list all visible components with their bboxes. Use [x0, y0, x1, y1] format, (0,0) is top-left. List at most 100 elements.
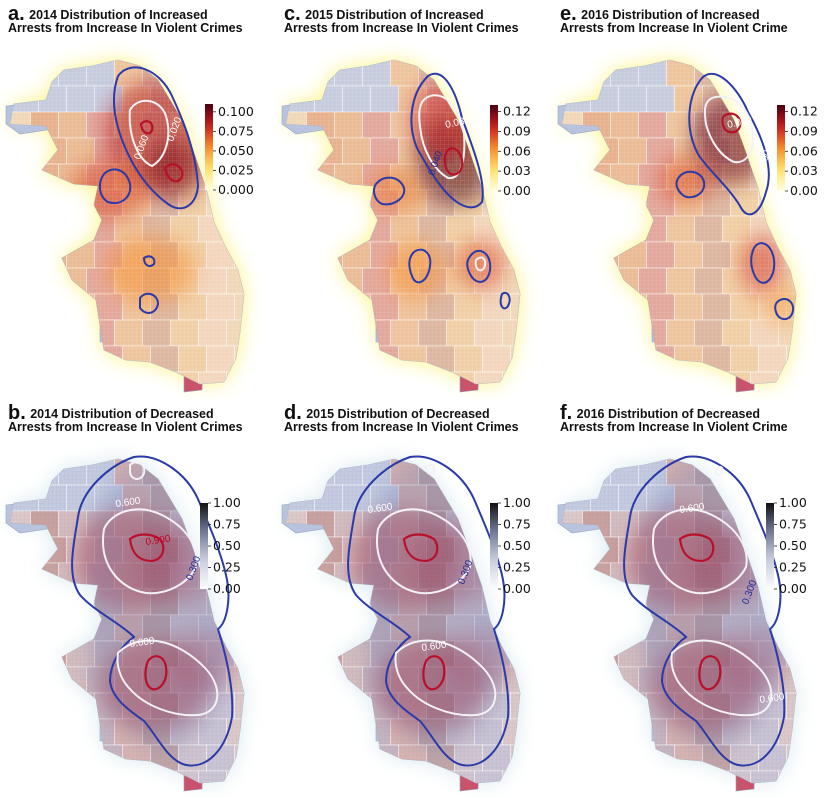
district-tile	[286, 267, 307, 295]
district-tile	[30, 718, 59, 746]
title-e: e. 2016 Distribution of Increased Arrest…	[560, 4, 788, 35]
title-c-line1: 2015 Distribution of Increased	[305, 8, 484, 22]
district-tile	[538, 86, 552, 112]
district-tile	[590, 744, 619, 772]
district-tile	[38, 640, 67, 668]
district-tile	[262, 745, 276, 771]
district-tile	[806, 459, 828, 485]
district-tile	[530, 164, 552, 190]
district-tile	[66, 189, 95, 217]
district-tile	[38, 189, 67, 217]
district-tile	[590, 241, 619, 269]
district-tile	[694, 770, 723, 783]
contour-red	[721, 112, 742, 134]
contour-blue	[98, 168, 132, 204]
district-tile	[10, 459, 31, 486]
district-tile	[538, 346, 552, 372]
colorbar-tick-label: 0.50	[779, 538, 807, 553]
colorbar	[490, 105, 498, 191]
district-tile	[530, 459, 552, 485]
district-tile	[778, 614, 796, 642]
district-tile	[618, 744, 647, 772]
district-tile	[314, 744, 343, 772]
district-tile	[786, 241, 796, 269]
district-tile	[198, 459, 227, 486]
panel-d: 0.600 0.300 0.600 1.00 0.75 0.50 0.25 0.00 d. 2…	[276, 399, 552, 798]
contour-blue	[675, 170, 706, 199]
contour-red	[698, 655, 722, 691]
panel-letter-c: c.	[284, 3, 301, 25]
district-tile	[38, 241, 67, 269]
district-tile	[234, 744, 244, 772]
district-tile	[814, 485, 828, 511]
district-tile	[538, 294, 552, 320]
district-tile	[750, 459, 779, 486]
contour-white	[128, 100, 170, 168]
district-tile	[530, 615, 552, 641]
district-tile	[786, 640, 796, 668]
colorbar	[766, 503, 774, 589]
district-tile	[562, 459, 583, 486]
district-tile	[510, 744, 520, 772]
contour-white	[116, 639, 219, 717]
district-tile	[254, 511, 276, 537]
panel-letter-f: f.	[560, 402, 573, 424]
district-tile	[226, 215, 244, 243]
panel-letter-a: a.	[8, 3, 25, 25]
district-tile	[502, 770, 520, 783]
district-tile	[226, 371, 244, 384]
contour-white	[102, 508, 198, 595]
district-tile	[58, 614, 87, 642]
district-tile	[562, 744, 591, 772]
district-tile	[262, 589, 276, 615]
district-tile	[66, 293, 95, 321]
district-tile	[170, 60, 199, 87]
title-c-line2: Arrests from Increase In Violent Crimes	[284, 21, 519, 35]
district-tile	[562, 692, 591, 720]
district-tile	[286, 718, 307, 746]
district-tile	[562, 770, 583, 783]
district-tile	[610, 770, 639, 783]
district-tile	[562, 241, 591, 269]
contour-white	[129, 461, 146, 480]
district-tile	[226, 60, 244, 87]
colorbar	[200, 503, 208, 589]
district-tile	[530, 60, 552, 86]
colorbar	[205, 104, 213, 190]
district-tile	[226, 770, 244, 783]
district-tile	[538, 589, 552, 615]
district-tile	[362, 770, 391, 783]
title-d-line2: Arrests from Increase In Violent Crimes	[284, 420, 519, 434]
district-tile	[10, 215, 31, 243]
district-tile	[10, 319, 31, 347]
district-tile	[10, 718, 31, 746]
district-tile	[306, 371, 335, 384]
title-c: c. 2015 Distribution of Increased Arrest…	[284, 4, 519, 35]
district-tile	[562, 614, 583, 642]
district-tile	[10, 371, 31, 384]
district-tile	[262, 485, 276, 511]
district-tile	[538, 537, 552, 563]
contour-label: 0.600	[679, 502, 706, 516]
district-tile	[814, 537, 828, 563]
district-tile	[538, 745, 552, 771]
contour-red	[163, 163, 184, 183]
district-tile	[538, 190, 552, 216]
district-tile	[254, 667, 276, 693]
colorbar-tick-label: 0.75	[503, 517, 531, 532]
district-tile	[806, 771, 828, 797]
district-tile	[38, 744, 67, 772]
district-tile	[814, 589, 828, 615]
district-tile	[58, 319, 87, 347]
district-tile	[562, 267, 583, 295]
district-tile	[806, 372, 828, 398]
contour-blue	[373, 176, 406, 206]
district-tile	[806, 615, 828, 641]
colorbar-tick-label: 0.06	[790, 143, 818, 158]
colorbar-tick-label: 0.00	[503, 183, 531, 198]
district-tile	[562, 588, 591, 616]
district-tile	[342, 692, 371, 720]
contour-label: 0.900	[145, 534, 172, 548]
